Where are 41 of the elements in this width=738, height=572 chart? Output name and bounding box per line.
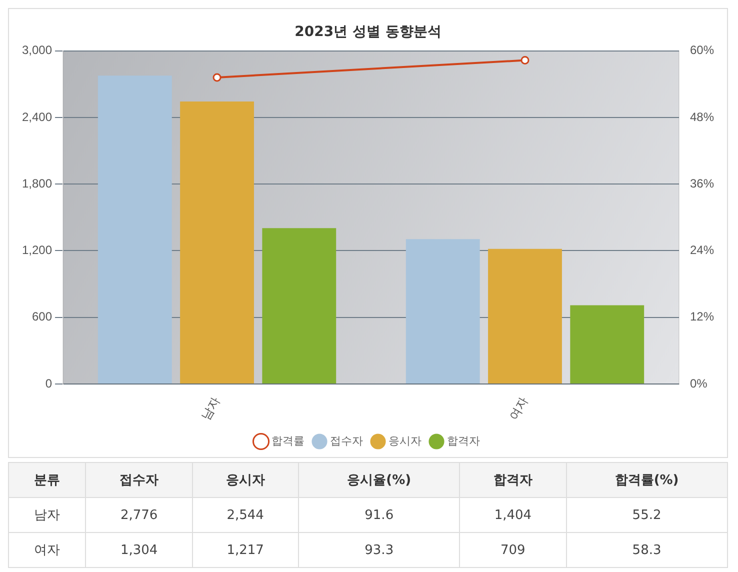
bar — [488, 248, 562, 384]
legend-label: 응시자 — [388, 436, 422, 448]
y2-tick-label: 24% — [690, 243, 714, 258]
y2-tick-label: 0% — [690, 376, 708, 390]
y-tick-label: 600 — [32, 310, 52, 324]
y-tick-label: 3,000 — [22, 43, 52, 58]
legend-label: 합격률 — [272, 436, 304, 448]
text: 2,776 — [86, 498, 192, 532]
text: 709 — [460, 532, 566, 568]
text: 응시율(%) — [298, 462, 460, 498]
text: 1,304 — [86, 532, 192, 568]
bar — [406, 239, 480, 384]
bar — [180, 101, 254, 384]
text: 남자 — [8, 498, 86, 532]
text: 분류 — [8, 462, 86, 498]
y2-tick-label: 60% — [690, 43, 714, 58]
text: 여자 — [8, 532, 86, 568]
text: 91.6 — [298, 498, 460, 532]
y-tick-label: 1,800 — [22, 176, 52, 190]
legend-label: 접수자 — [330, 436, 363, 448]
y2-tick-label: 36% — [690, 176, 714, 190]
bar — [570, 305, 644, 384]
bar — [262, 228, 336, 384]
chart-title: 2023년 성별 동향분석 — [294, 24, 442, 40]
text: 55.2 — [566, 498, 728, 532]
text: 접수자 — [86, 462, 192, 498]
text: 2,544 — [192, 498, 298, 532]
y-tick-label: 0 — [45, 376, 52, 390]
y2-tick-label: 12% — [690, 310, 714, 324]
text: 1,217 — [192, 532, 298, 568]
text: 응시자 — [192, 462, 298, 498]
text: 1,404 — [460, 498, 566, 532]
text: 합격자 — [460, 462, 566, 498]
text: 93.3 — [298, 532, 460, 568]
y2-tick-label: 48% — [690, 110, 714, 124]
legend-label: 합격자 — [447, 436, 480, 448]
y-tick-label: 1,200 — [22, 243, 52, 258]
text: 합격률(%) — [566, 462, 728, 498]
bar — [98, 76, 172, 384]
y-tick-label: 2,400 — [22, 110, 52, 124]
text: 58.3 — [566, 532, 728, 568]
